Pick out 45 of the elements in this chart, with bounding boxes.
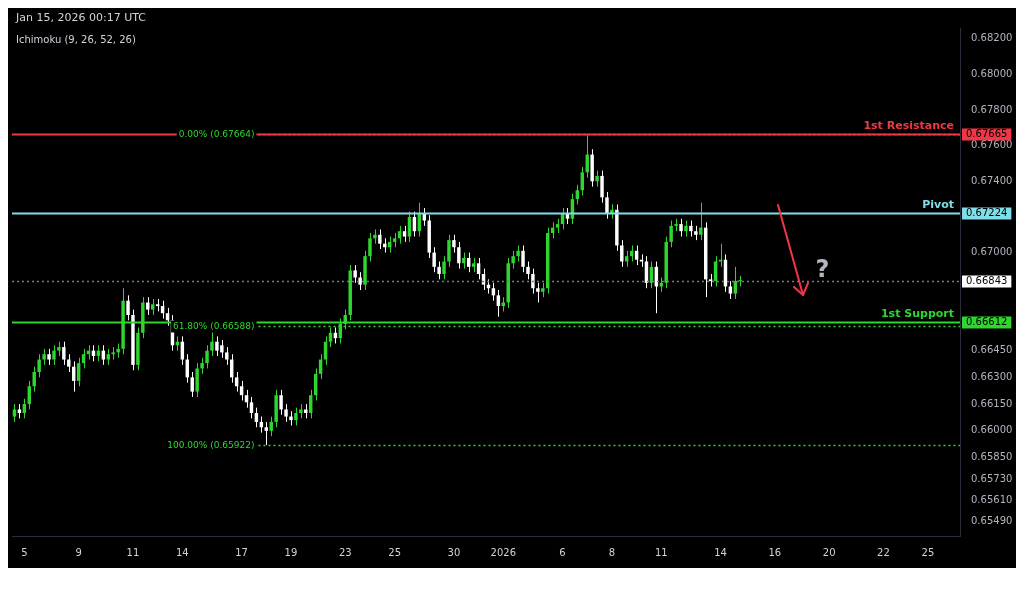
annotation: ?: [815, 254, 830, 283]
y-tick-label: 0.66450: [971, 344, 1013, 356]
x-tick-label: 11: [126, 546, 140, 558]
ref-line-label: Pivot: [922, 197, 954, 211]
x-tick-label: 14: [175, 546, 189, 558]
y-tick-label: 0.65610: [971, 493, 1013, 505]
y-tick-label: 0.66150: [971, 397, 1013, 409]
y-tick-label: 0.65490: [971, 515, 1013, 527]
text: 0.66612: [966, 316, 1008, 328]
x-tick-label: 30: [447, 546, 461, 558]
ref-line-label: 1st Support: [880, 306, 954, 320]
x-tick-label: 25: [921, 546, 935, 558]
x-tick-label: 20: [822, 546, 836, 558]
x-tick-label: 9: [75, 546, 82, 558]
y-tick-label: 0.66000: [971, 424, 1013, 436]
text: 0.67665: [966, 128, 1008, 140]
x-tick-label: 19: [284, 546, 298, 558]
y-tick-label: 0.67800: [971, 103, 1013, 115]
y-tick-label: 0.66300: [971, 370, 1013, 382]
text: 0.66843: [966, 275, 1008, 287]
text: 0.67224: [966, 207, 1008, 219]
x-tick-label: 8: [608, 546, 616, 558]
y-tick-label: 0.67400: [971, 174, 1013, 186]
x-tick-label: 2026: [490, 546, 517, 558]
x-tick-label: 14: [714, 546, 727, 558]
y-tick-label: 0.68000: [971, 67, 1013, 79]
y-tick-label: 0.67000: [971, 246, 1013, 258]
x-tick-label: 11: [654, 546, 668, 558]
x-tick-label: 23: [338, 546, 352, 558]
y-tick-label: 0.65850: [971, 451, 1013, 463]
x-tick-label: 6: [559, 546, 566, 558]
x-tick-label: 25: [388, 546, 402, 558]
y-tick-label: 0.67600: [971, 139, 1013, 151]
annotation: Ichimoku (9, 26, 52, 26): [16, 33, 136, 45]
x-tick-label: 5: [21, 546, 28, 558]
x-tick-label: 16: [768, 546, 782, 558]
ref-line-label: 1st Resistance: [863, 118, 954, 132]
y-tick-label: 0.68200: [971, 32, 1013, 44]
text: Jan 15, 2026 00:17 UTC: [15, 10, 147, 24]
y-tick-label: 0.65730: [971, 472, 1013, 484]
ref-line-label: 61.80% (0.66588): [173, 320, 255, 331]
ref-line-label: 100.00% (0.65922): [167, 439, 255, 450]
ref-line-label: 0.00% (0.67664): [178, 128, 255, 139]
x-tick-label: 22: [877, 546, 890, 558]
x-tick-label: 17: [235, 546, 248, 558]
